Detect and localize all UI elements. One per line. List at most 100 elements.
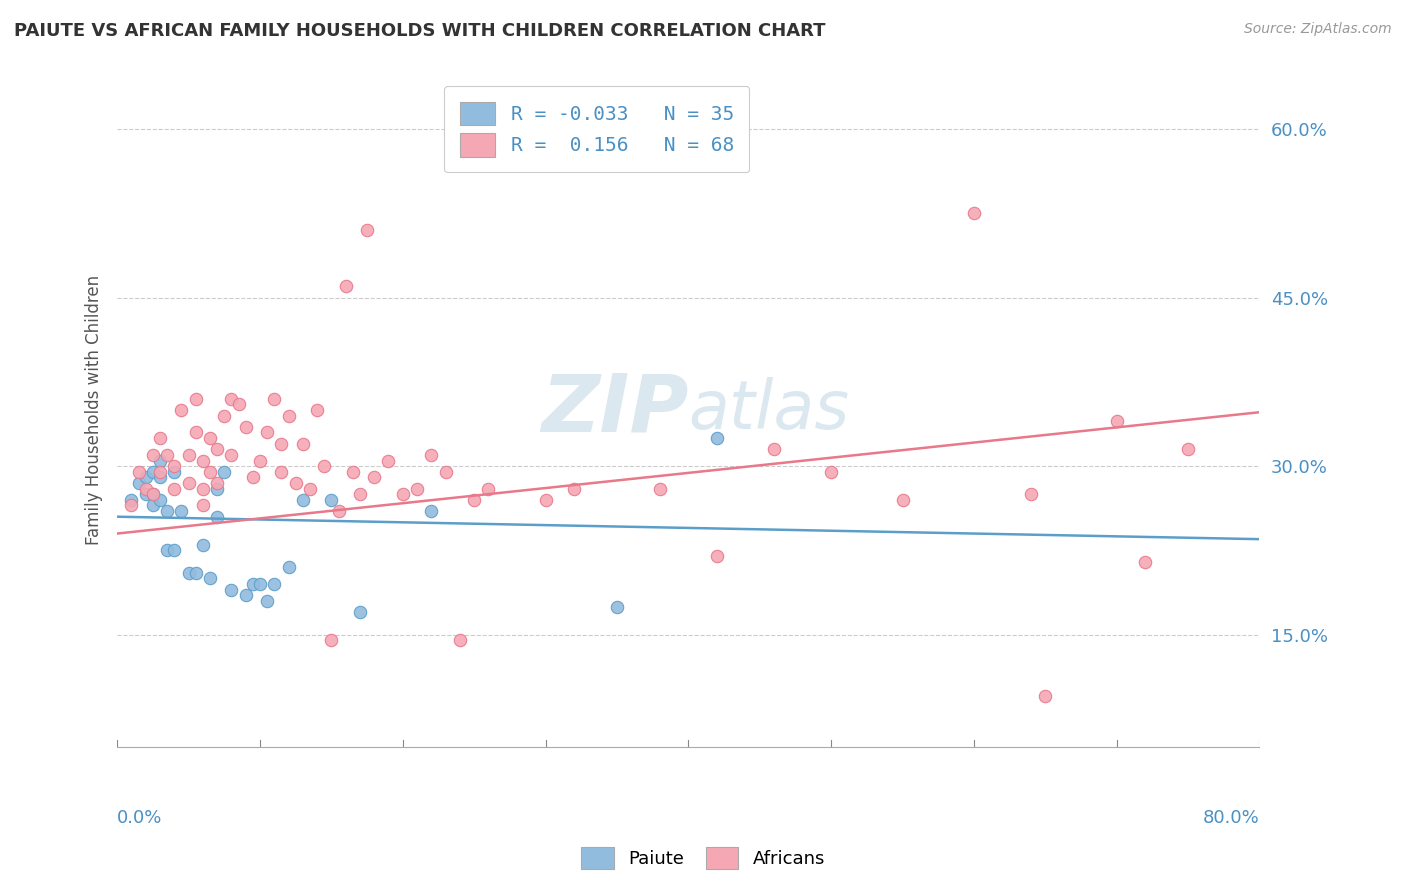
Point [342, 465, 364, 479]
Point [135, 487, 157, 501]
Point [356, 223, 378, 237]
Point [205, 509, 228, 524]
Point [249, 453, 271, 467]
Point [214, 409, 236, 423]
Point [184, 392, 207, 406]
Point [763, 442, 786, 457]
Point [328, 504, 350, 518]
Point [128, 465, 150, 479]
Point [156, 543, 179, 558]
Point [149, 465, 172, 479]
Point [214, 465, 236, 479]
Point [391, 487, 413, 501]
Point [163, 465, 186, 479]
Point [263, 392, 285, 406]
Point [177, 448, 200, 462]
Point [335, 279, 357, 293]
Point [363, 470, 385, 484]
Legend: R = -0.033   N = 35, R =  0.156   N = 68: R = -0.033 N = 35, R = 0.156 N = 68 [444, 86, 749, 172]
Point [242, 470, 264, 484]
Point [1019, 487, 1042, 501]
Point [648, 482, 671, 496]
Point [307, 403, 329, 417]
Point [198, 572, 221, 586]
Point [963, 206, 986, 220]
Point [135, 470, 157, 484]
Text: PAIUTE VS AFRICAN FAMILY HOUSEHOLDS WITH CHILDREN CORRELATION CHART: PAIUTE VS AFRICAN FAMILY HOUSEHOLDS WITH… [14, 22, 825, 40]
Point [1135, 555, 1157, 569]
Point [163, 459, 186, 474]
Text: 0.0%: 0.0% [117, 809, 163, 827]
Point [163, 482, 186, 496]
Point [606, 599, 628, 614]
Point [205, 442, 228, 457]
Point [149, 453, 172, 467]
Y-axis label: Family Households with Children: Family Households with Children [86, 275, 103, 545]
Point [221, 448, 243, 462]
Point [128, 475, 150, 490]
Point [142, 448, 165, 462]
Point [177, 475, 200, 490]
Point [349, 605, 371, 619]
Text: atlas: atlas [689, 377, 849, 443]
Point [177, 566, 200, 580]
Point [291, 492, 314, 507]
Point [149, 431, 172, 445]
Point [377, 453, 399, 467]
Point [142, 465, 165, 479]
Point [420, 504, 443, 518]
Point [163, 543, 186, 558]
Point [142, 499, 165, 513]
Point [221, 582, 243, 597]
Point [477, 482, 499, 496]
Point [191, 538, 214, 552]
Point [198, 465, 221, 479]
Point [156, 448, 179, 462]
Point [191, 482, 214, 496]
Point [434, 465, 457, 479]
Point [235, 420, 257, 434]
Point [121, 499, 143, 513]
Point [592, 88, 614, 103]
Point [321, 633, 343, 648]
Point [314, 459, 336, 474]
Point [191, 453, 214, 467]
Point [706, 431, 728, 445]
Point [221, 392, 243, 406]
Point [1033, 690, 1056, 704]
Legend: Paiute, Africans: Paiute, Africans [572, 838, 834, 879]
Point [270, 465, 292, 479]
Point [1177, 442, 1199, 457]
Point [256, 425, 278, 440]
Point [170, 504, 193, 518]
Point [291, 436, 314, 450]
Point [706, 549, 728, 563]
Point [156, 504, 179, 518]
Text: ZIP: ZIP [541, 371, 689, 449]
Point [449, 633, 471, 648]
Point [562, 482, 585, 496]
Point [149, 470, 172, 484]
Point [891, 492, 914, 507]
Point [205, 482, 228, 496]
Point [820, 465, 842, 479]
Point [1105, 414, 1128, 428]
Point [235, 588, 257, 602]
Point [256, 594, 278, 608]
Point [121, 492, 143, 507]
Point [142, 487, 165, 501]
Point [228, 397, 250, 411]
Point [191, 499, 214, 513]
Point [263, 577, 285, 591]
Text: Source: ZipAtlas.com: Source: ZipAtlas.com [1244, 22, 1392, 37]
Point [277, 409, 299, 423]
Point [321, 492, 343, 507]
Point [135, 482, 157, 496]
Point [242, 577, 264, 591]
Point [420, 448, 443, 462]
Point [270, 436, 292, 450]
Point [534, 492, 557, 507]
Point [463, 492, 485, 507]
Point [170, 403, 193, 417]
Point [142, 487, 165, 501]
